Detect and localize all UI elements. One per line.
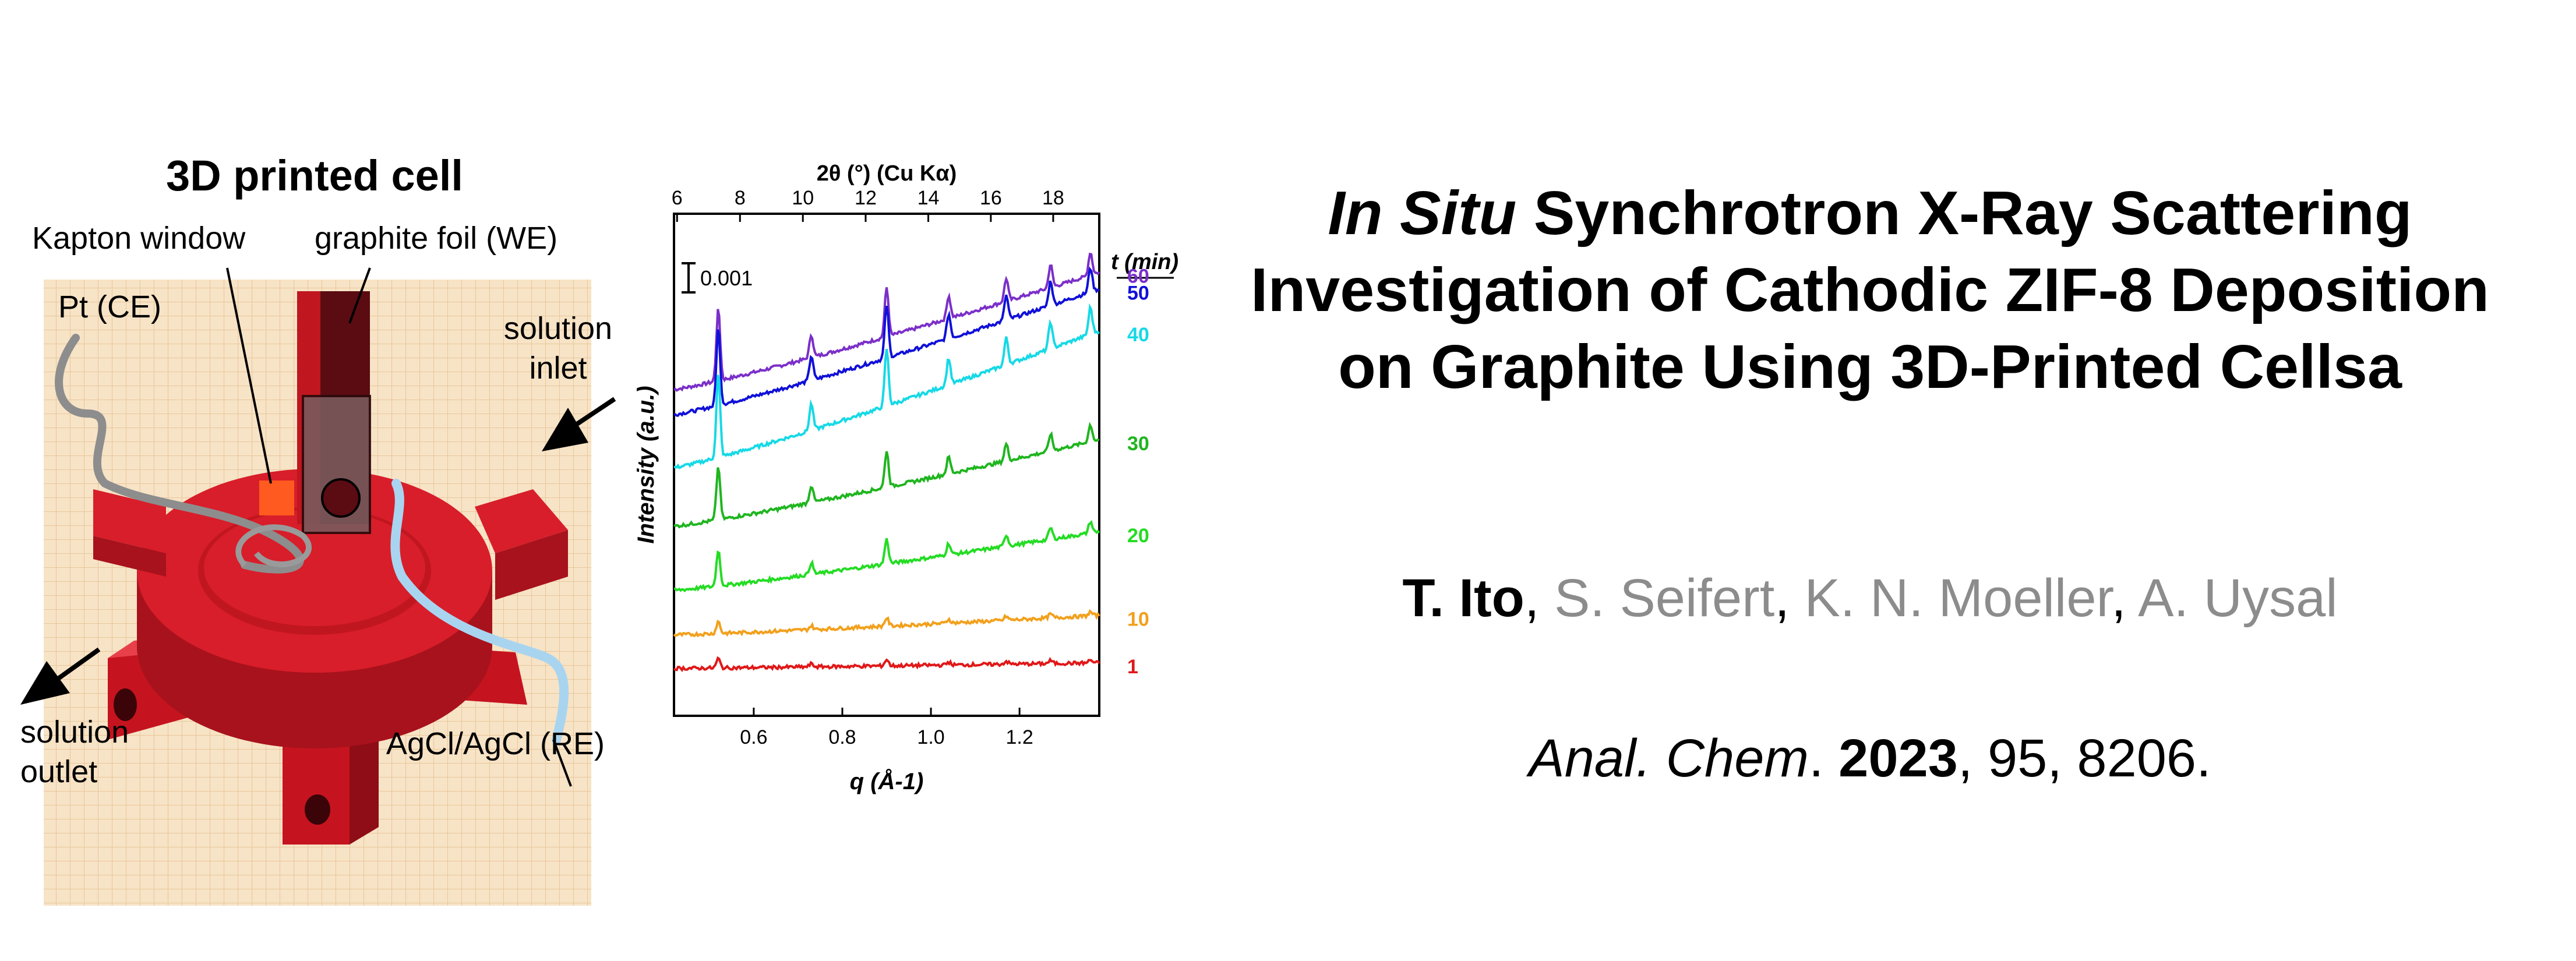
volume-pages: , 95, 8206. (1957, 729, 2211, 788)
inlet-label-line1: solution (504, 311, 612, 346)
series-line-50 (673, 266, 1100, 417)
coauthor: K. N. Moeller (1804, 568, 2112, 628)
kapton-leader (226, 267, 272, 484)
x2-tick-label: 16 (980, 187, 1002, 209)
x2-tick-label: 14 (918, 187, 940, 209)
title-line-1-rest: Synchrotron X-Ray Scattering (1516, 179, 2412, 248)
series-line-10 (673, 609, 1100, 638)
legend-label-40: 40 (1127, 324, 1149, 346)
legend-label-50: 50 (1127, 282, 1149, 304)
kapton-window-label: Kapton window (32, 221, 246, 256)
x2-tick-label: 18 (1042, 187, 1064, 209)
lead-author: T. Ito (1402, 568, 1525, 628)
x-axis-label: q (Å-1) (850, 768, 924, 794)
x-tick-label: 0.6 (740, 726, 767, 748)
ref-electrode-label: AgCl/AgCl (RE) (386, 726, 605, 761)
plot-frame (673, 213, 1100, 717)
y-axis-label: Intensity (a.u.) (633, 386, 659, 543)
journal-separator: . (1809, 729, 1839, 788)
x2-tick-label: 8 (735, 187, 746, 209)
outlet-arrow (20, 647, 101, 705)
inlet-label-line2: inlet (529, 351, 587, 386)
graphite-foil-label: graphite foil (WE) (315, 221, 557, 256)
title-italic: In Situ (1328, 179, 1517, 248)
title-line-3: on Graphite Using 3D-Printed Cellsa (1338, 333, 2402, 401)
inlet-arrow (542, 397, 616, 451)
pt-wire-coil (235, 524, 312, 567)
outlet-label-line2: outlet (20, 754, 97, 789)
pt-ce-label: Pt (CE) (58, 289, 161, 324)
graphite-leader (348, 267, 371, 324)
journal-name: Anal. Chem (1529, 729, 1809, 788)
x2-tick-label: 6 (672, 187, 683, 209)
schematic-title: 3D printed cell (166, 151, 463, 200)
publication-year: 2023 (1839, 729, 1958, 788)
series-line-30 (673, 422, 1100, 529)
graphite-foil (297, 291, 371, 534)
coauthor: A. Uysal (2138, 568, 2338, 628)
author-separator: , (1774, 568, 1805, 628)
x2-tick-label: 12 (855, 187, 877, 209)
cell-body (137, 469, 492, 748)
legend-label-20: 20 (1127, 525, 1149, 547)
x-tick-label: 1.0 (917, 726, 944, 748)
legend-label-10: 10 (1127, 609, 1149, 631)
legend-label-30: 30 (1127, 433, 1149, 455)
reference-electrode (390, 479, 569, 744)
legend-label-1: 1 (1127, 656, 1138, 678)
xrd-chart: 0.6 0.8 1.0 1.2 6 8 10 12 14 16 18 q (Å-1) 2θ (°)… (633, 161, 1178, 794)
x2-axis-label: 2θ (°) (Cu Kα) (817, 161, 957, 186)
coauthor: S. Seifert (1554, 568, 1775, 628)
title-line-2: Investigation of Cathodic ZIF-8 Depositi… (1251, 256, 2489, 324)
series-line-60 (673, 252, 1100, 392)
x-tick-label: 0.8 (828, 726, 856, 748)
x2-tick-label: 10 (792, 187, 814, 209)
cell-arm-upper-right (475, 489, 568, 600)
scale-bar: 0.001 (682, 262, 753, 294)
x-tick-label: 1.2 (1005, 726, 1033, 748)
title-line-1: In Situ Synchrotron X-Ray Scattering (1206, 175, 2534, 252)
citation: Anal. Chem. 2023, 95, 8206. (1206, 728, 2534, 789)
author-separator: , (1524, 568, 1554, 628)
legend-title: t (min) (1111, 250, 1178, 274)
cell-arm-bottom (283, 722, 379, 845)
outlet-label-line1: solution (20, 715, 129, 750)
paper-title: In Situ Synchrotron X-Ray Scattering Inv… (1206, 175, 2534, 405)
author-separator: , (2111, 568, 2139, 628)
series-line-20 (673, 520, 1100, 593)
scale-bar-label: 0.001 (700, 266, 753, 290)
series-line-1 (673, 656, 1100, 672)
kapton-window (259, 480, 294, 515)
series-line-40 (673, 303, 1100, 469)
cell-arm-upper-left (93, 489, 166, 577)
author-list: T. Ito, S. Seifert, K. N. Moeller, A. Uy… (1206, 568, 2534, 629)
ref-leader (552, 739, 572, 787)
cell-schematic: 3D printed cell (20, 151, 616, 906)
legend-label-60: 60 (1127, 266, 1149, 288)
